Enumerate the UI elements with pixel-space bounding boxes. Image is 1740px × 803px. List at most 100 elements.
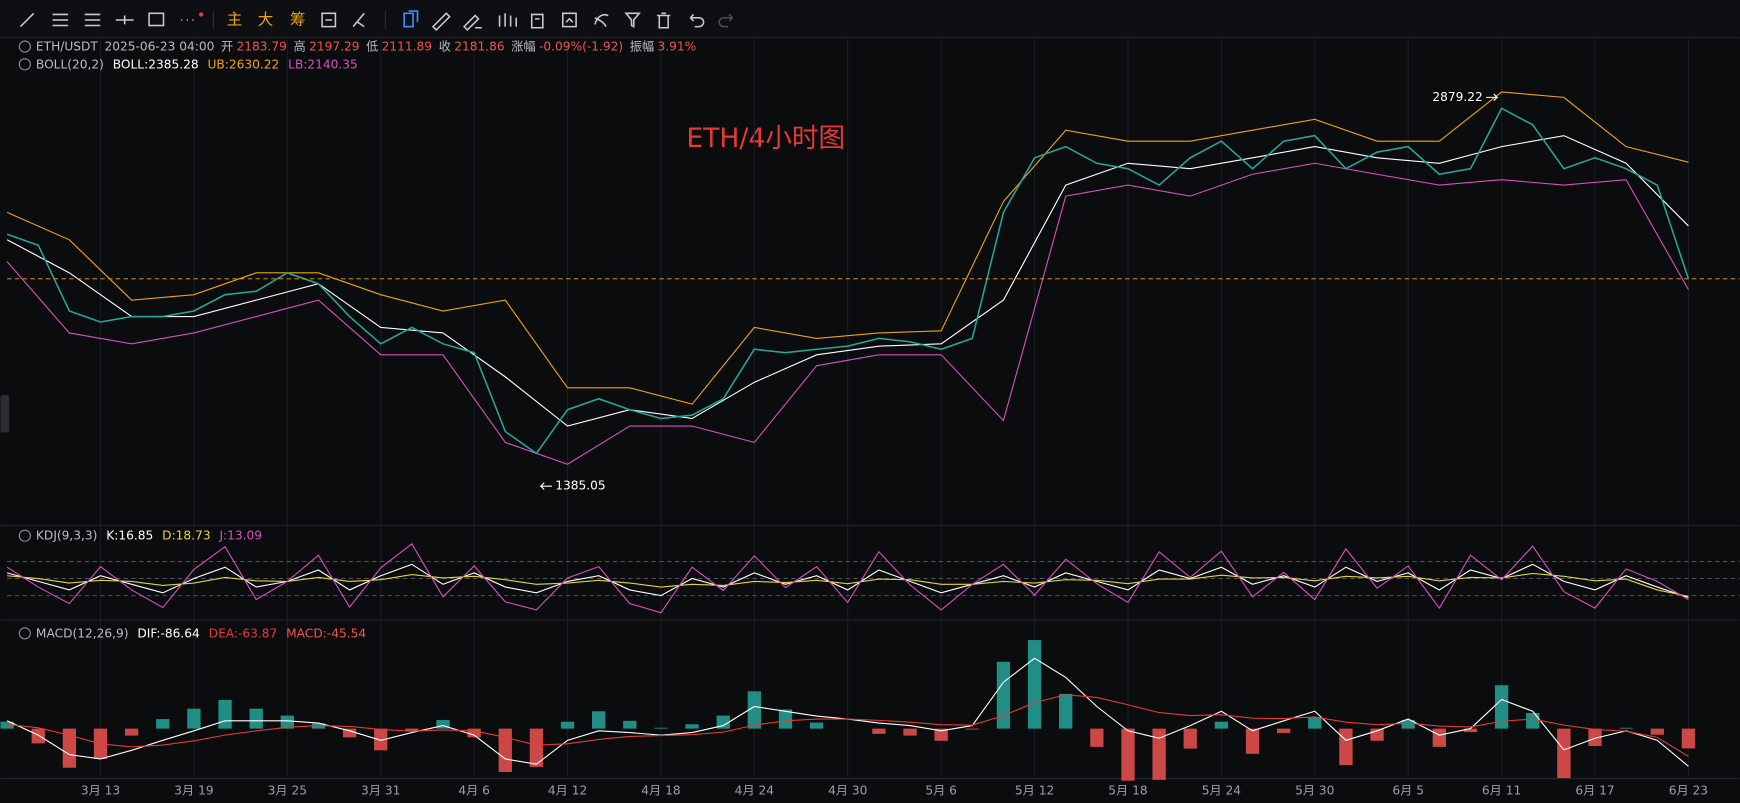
tool-ruler[interactable] [431,12,451,32]
header-item: D:18.73 [162,528,210,542]
macd-bar [436,719,450,729]
toolbar-label[interactable]: 大 [258,10,274,28]
macd-bar [1339,728,1353,766]
header-item: 振幅 [630,38,654,53]
macd-bar [1152,728,1166,780]
macd-bar [124,728,139,736]
panel-dividers [0,525,1740,780]
tool-bars[interactable] [498,13,517,27]
toolbar-label[interactable]: 筹 [290,10,306,28]
macd-bar [716,715,730,729]
tool-lock[interactable] [530,13,544,29]
tool-b[interactable] [352,12,365,28]
macd-bar [1557,728,1571,779]
x-tick-label: 5月 24 [1202,783,1242,797]
tool-hide[interactable] [594,13,609,28]
side-handle[interactable] [0,394,10,433]
kdj-line [6,542,1689,614]
macd-bar [1027,640,1042,729]
tool-a[interactable] [321,12,337,28]
macd-bar [1090,728,1104,747]
price-line [6,107,1690,455]
macd-bar [1650,728,1664,735]
header-item: DEA:-63.87 [209,626,278,640]
header: MACD(12,26,9) DIF:-86.64 DEA:-63.87 MACD:-4… [36,626,366,640]
macd-bar [654,727,668,729]
x-tick-label: 5月 30 [1295,783,1334,797]
macd-bar [467,728,481,738]
x-tick-label: 5月 18 [1108,783,1147,797]
tool-pen[interactable] [462,14,482,32]
low-arrow [539,482,552,490]
macd-bar [1214,721,1229,729]
macd-bar [1681,728,1696,749]
tool-line[interactable] [19,12,35,28]
x-tick-label: 3月 31 [361,783,400,797]
macd-bar [1183,728,1197,749]
macd-bar [249,708,263,729]
macd-bar [934,728,948,741]
x-tick-label: 3月 19 [174,783,213,797]
toolbar-label[interactable]: 主 [227,10,243,28]
boll-line [6,135,1689,427]
macd-bar [62,728,77,768]
macd-bar [1059,693,1073,729]
x-tick-label: 6月 11 [1482,783,1521,797]
x-tick-label: 5月 12 [1015,783,1054,797]
tool-hlines[interactable] [52,13,69,27]
macd-bar [778,709,793,729]
tool-rect[interactable] [148,12,165,27]
header-item: 收 [439,39,451,53]
tool-delete[interactable] [657,12,671,29]
tool-note[interactable] [561,12,577,28]
header-item: 2183.79 [237,39,287,53]
boll-line [6,162,1689,465]
macd-bar [1432,728,1446,747]
x-tick-label: 6月 5 [1392,783,1424,797]
header-item: MACD:-45.54 [286,626,366,640]
header-item: -0.09%(-1.92) [539,39,623,53]
toolbar-icons [19,10,734,32]
macd-bar [1526,712,1540,729]
x-tick-label: 4月 18 [641,783,680,797]
macd-bar [1619,727,1633,729]
header-item: MACD(12,26,9) [36,626,129,640]
header-item: 2197.29 [309,39,359,53]
x-tick-label: 5月 6 [925,783,957,797]
macd-bar [1121,728,1135,781]
tool-badge [198,12,204,17]
tool-cross[interactable] [115,15,134,25]
macd-bar [996,661,1011,729]
macd-bar [1401,719,1415,729]
header-item: 开 [221,39,233,53]
header-item: UB:2630.22 [207,57,279,71]
collapse-icons[interactable] [18,40,31,640]
macd-bar [529,728,544,767]
macd-bar [1276,728,1291,733]
macd-bar [187,708,201,729]
macd-line [7,694,1689,757]
header-item: 低 [366,39,378,53]
high-arrow [1486,93,1499,102]
header-item: 2025-06-23 04:00 [105,39,215,53]
x-tick-label: 4月 30 [828,783,867,797]
macd-bar [872,728,886,734]
x-tick-label: 6月 23 [1669,783,1708,797]
macd-bar [592,711,606,729]
x-tick-label: 4月 6 [458,783,490,797]
tool-filter[interactable] [624,12,641,28]
macd-bar [903,728,917,736]
header-item: ETH/USDT [36,39,98,53]
macd-bar [374,728,388,751]
header: KDJ(9,3,3) K:16.85 D:18.73 J:13.09 [36,528,262,542]
macd-bar [685,724,699,729]
x-tick-label: 6月 17 [1575,783,1614,797]
macd-bar [623,720,637,729]
macd-bar [218,699,232,729]
tool-channel[interactable] [84,13,101,27]
tool-undo[interactable] [689,13,705,28]
macd-bar [498,728,512,773]
tool-magnet[interactable] [403,10,419,28]
macd-bar [809,722,824,729]
